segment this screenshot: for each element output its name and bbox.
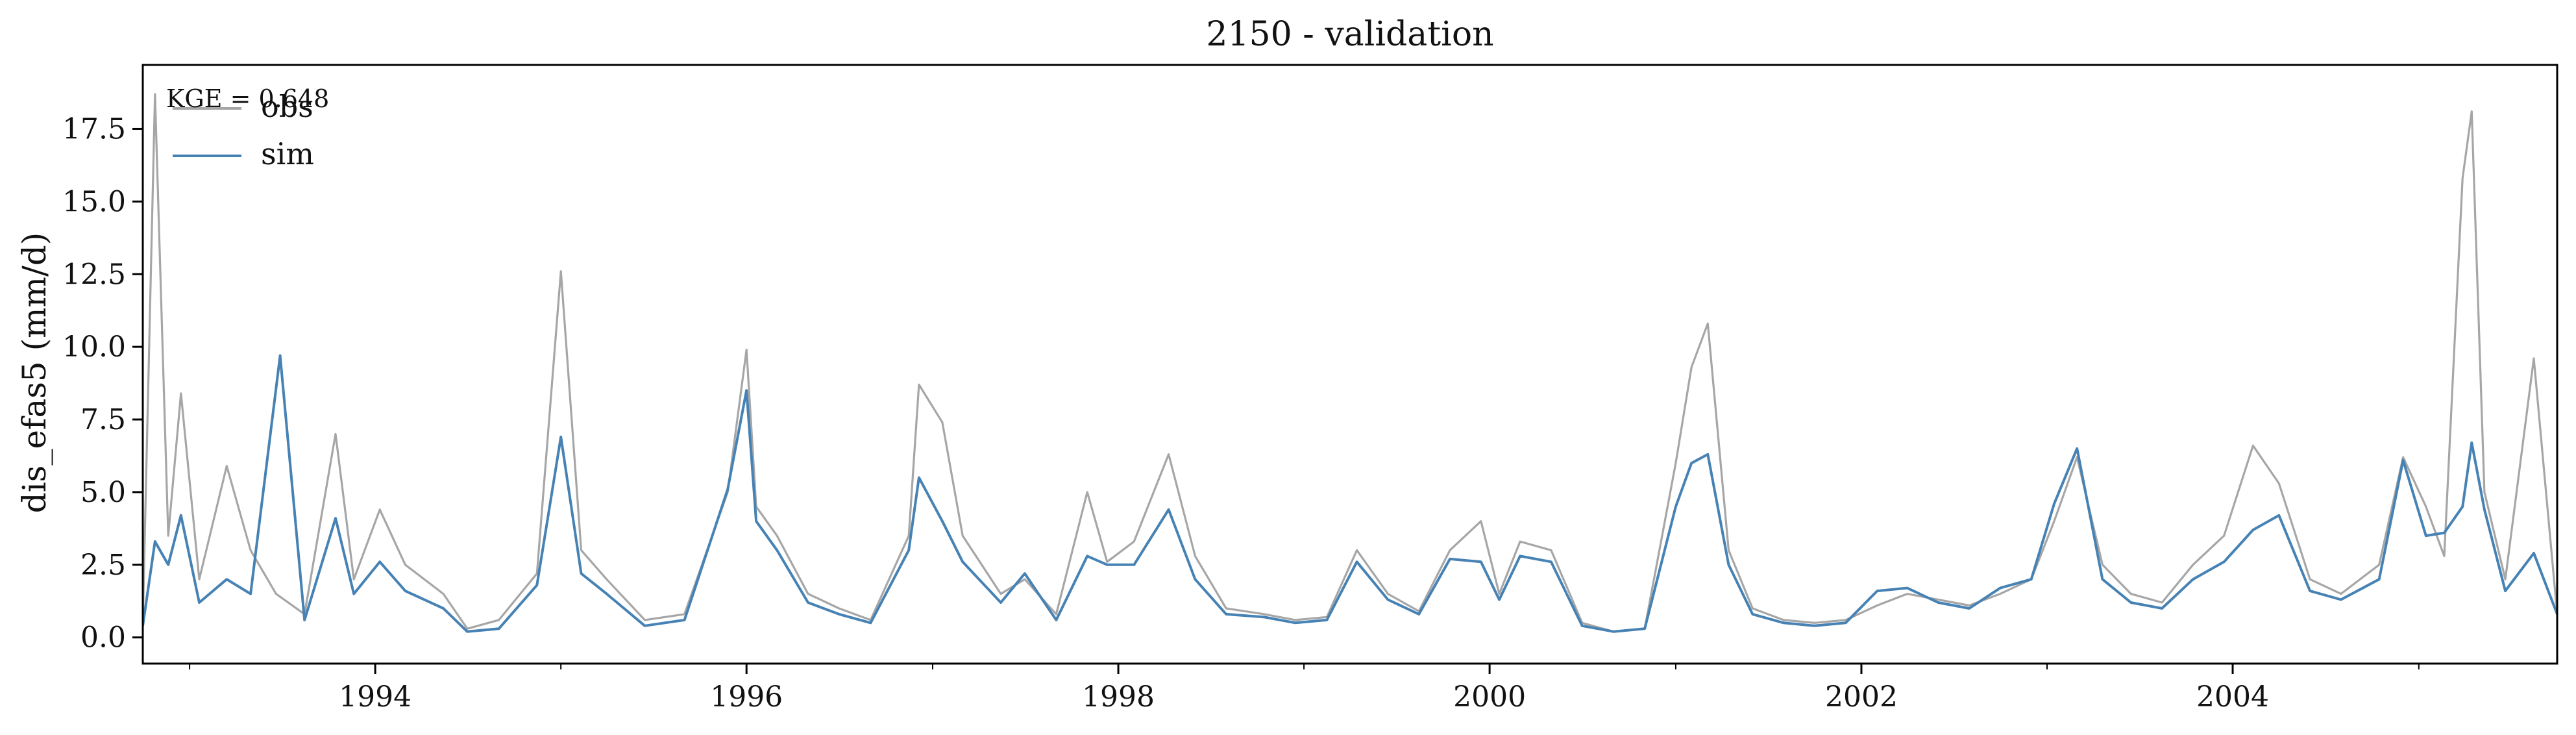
y-tick-label: 15.0 [62,185,126,218]
x-tick-label: 1994 [339,680,411,714]
y-tick-label: 5.0 [80,476,126,509]
y-tick-group: 0.0 2.5 5.0 7.5 10.0 12.5 15.0 17.5 [62,112,143,654]
y-tick-label: 2.5 [80,549,126,582]
y-tick-label: 10.0 [62,330,126,364]
x-tick-label: 2002 [1825,680,1898,714]
y-axis-label: dis_efas5 (mm/d) [16,232,53,514]
series-line-obs [143,93,2557,633]
y-tick-label: 12.5 [62,258,126,291]
x-tick-label: 1998 [1082,680,1155,714]
x-tick-label: 1996 [710,680,783,714]
series-line-sim [143,354,2557,633]
y-tick-label: 7.5 [80,403,126,436]
legend-label-obs: obs [261,89,313,124]
x-tick-label: 2000 [1453,680,1526,714]
plot-frame [141,64,2558,665]
x-tick-label: 2004 [2196,680,2269,714]
legend: obs sim [173,89,314,171]
legend-label-sim: sim [261,136,314,171]
x-tick-group: 1994 1996 1998 2000 2002 2004 [339,664,2269,714]
plot-series-group [143,93,2557,633]
y-tick-label: 0.0 [80,621,126,654]
kge-annotation: KGE = 0.648 [166,84,329,113]
y-tick-label: 17.5 [62,112,126,145]
chart-title: 2150 - validation [1206,15,1493,54]
